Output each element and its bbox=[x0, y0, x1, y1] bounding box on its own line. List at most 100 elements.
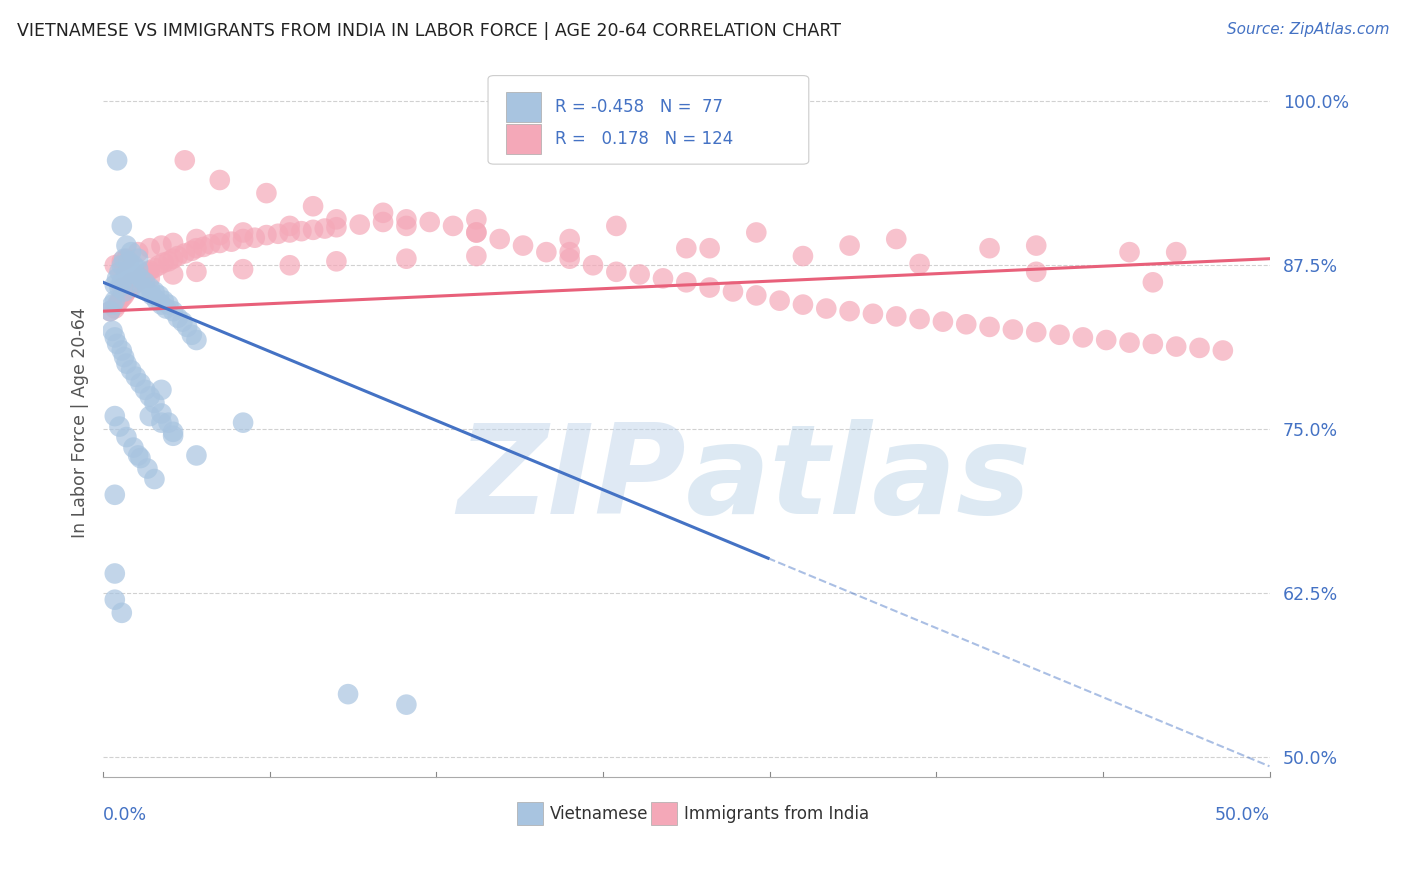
Point bbox=[371, 206, 394, 220]
Point bbox=[122, 441, 145, 455]
Point bbox=[150, 407, 173, 421]
FancyBboxPatch shape bbox=[506, 92, 540, 121]
Point bbox=[148, 258, 170, 272]
Point bbox=[111, 343, 134, 358]
Point bbox=[221, 235, 243, 249]
Point bbox=[139, 271, 162, 285]
Point bbox=[134, 268, 156, 282]
Point bbox=[105, 153, 128, 168]
Point bbox=[108, 419, 131, 434]
Point bbox=[122, 258, 145, 272]
Point bbox=[862, 307, 884, 321]
Point bbox=[129, 271, 152, 285]
Point bbox=[104, 330, 127, 344]
Point bbox=[186, 241, 208, 255]
Point bbox=[111, 280, 134, 294]
Point bbox=[838, 304, 860, 318]
Point bbox=[1142, 275, 1164, 289]
Point bbox=[675, 241, 697, 255]
Point bbox=[932, 315, 955, 329]
Point bbox=[150, 297, 173, 311]
Point bbox=[129, 451, 152, 466]
Point bbox=[127, 262, 149, 277]
Point bbox=[186, 232, 208, 246]
Point bbox=[111, 291, 134, 305]
Point bbox=[157, 254, 180, 268]
Point bbox=[115, 252, 138, 266]
Point bbox=[208, 235, 231, 250]
Point bbox=[536, 245, 558, 260]
Point bbox=[232, 416, 254, 430]
Point bbox=[139, 409, 162, 423]
Point bbox=[104, 301, 127, 316]
Text: atlas: atlas bbox=[686, 419, 1032, 540]
Point bbox=[111, 219, 134, 233]
Point bbox=[208, 173, 231, 187]
Point bbox=[122, 275, 145, 289]
Point bbox=[111, 606, 134, 620]
Point bbox=[1049, 327, 1071, 342]
Point bbox=[465, 226, 488, 240]
Point bbox=[441, 219, 464, 233]
Point bbox=[745, 288, 768, 302]
Point bbox=[139, 263, 162, 277]
Point bbox=[325, 254, 347, 268]
Point bbox=[111, 258, 134, 272]
Point bbox=[605, 219, 627, 233]
Point bbox=[908, 257, 931, 271]
Point bbox=[838, 238, 860, 252]
Point bbox=[104, 409, 127, 423]
Point bbox=[112, 350, 135, 364]
Point bbox=[979, 241, 1001, 255]
Point bbox=[143, 472, 166, 486]
Point bbox=[173, 153, 195, 168]
Point bbox=[101, 297, 124, 311]
Point bbox=[232, 262, 254, 277]
Point bbox=[134, 275, 156, 289]
Point bbox=[325, 212, 347, 227]
Point bbox=[1142, 337, 1164, 351]
Point bbox=[157, 416, 180, 430]
Point bbox=[1166, 245, 1188, 260]
Point bbox=[605, 265, 627, 279]
Point bbox=[129, 271, 152, 285]
Point bbox=[166, 310, 188, 325]
Point bbox=[290, 224, 312, 238]
Point bbox=[143, 396, 166, 410]
Point bbox=[302, 199, 325, 213]
Point bbox=[162, 252, 184, 266]
Point bbox=[349, 218, 371, 232]
Point bbox=[136, 265, 159, 279]
Point bbox=[314, 221, 336, 235]
Point bbox=[1025, 265, 1047, 279]
Point bbox=[127, 274, 149, 288]
Y-axis label: In Labor Force | Age 20-64: In Labor Force | Age 20-64 bbox=[72, 307, 89, 538]
Point bbox=[120, 265, 142, 279]
Point bbox=[558, 252, 581, 266]
Point bbox=[108, 280, 131, 294]
Point bbox=[395, 698, 418, 712]
Point bbox=[157, 297, 180, 311]
Point bbox=[127, 245, 149, 260]
Point bbox=[745, 226, 768, 240]
Point bbox=[104, 566, 127, 581]
Point bbox=[558, 245, 581, 260]
Point bbox=[908, 312, 931, 326]
Point bbox=[172, 315, 194, 329]
Point bbox=[105, 297, 128, 311]
Point bbox=[792, 297, 814, 311]
Point bbox=[150, 416, 173, 430]
Point bbox=[254, 228, 277, 243]
Point bbox=[141, 288, 163, 302]
Point bbox=[104, 488, 127, 502]
Point bbox=[1188, 341, 1211, 355]
Point bbox=[122, 277, 145, 292]
Point bbox=[139, 280, 162, 294]
Point bbox=[278, 219, 301, 233]
Point bbox=[1025, 325, 1047, 339]
Point bbox=[104, 258, 127, 272]
Point bbox=[792, 249, 814, 263]
Point bbox=[120, 363, 142, 377]
Point bbox=[127, 252, 149, 266]
Point bbox=[512, 238, 534, 252]
